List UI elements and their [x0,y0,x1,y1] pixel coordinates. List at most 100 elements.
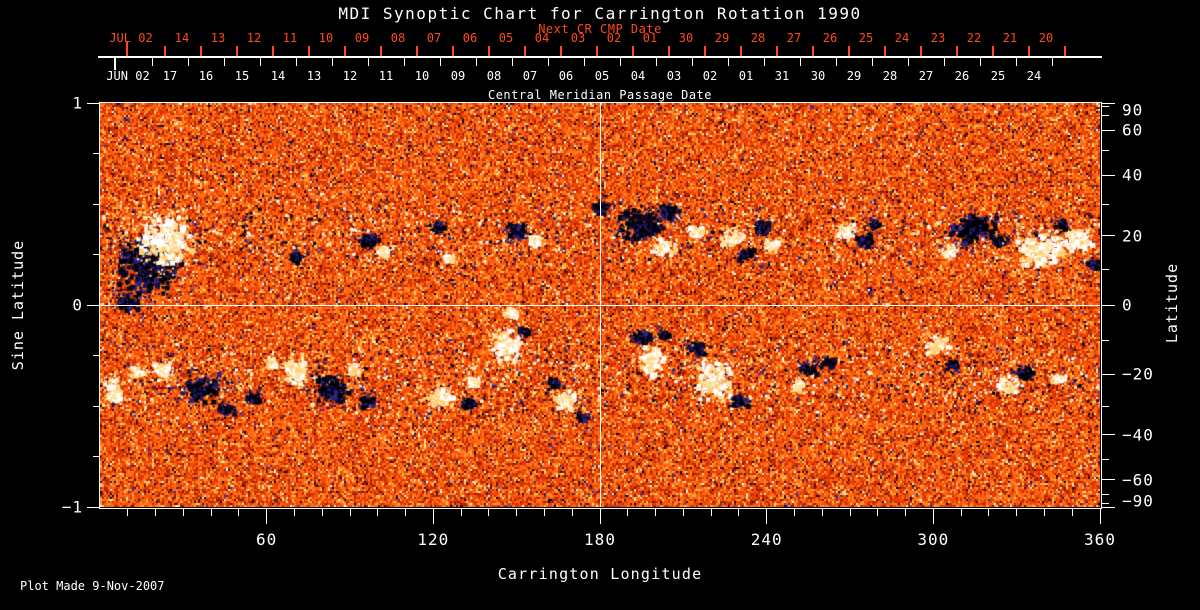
cmp-date-tick [692,58,693,66]
red-date-label: 02 [606,31,622,45]
right-tick-label: 90 [1122,100,1144,120]
cmp-date-label: 13 [306,69,322,83]
cmp-date-tick [548,58,549,66]
bottom-minor-tick [543,508,545,516]
red-date-tick [1064,46,1066,56]
cmp-date-label: 24 [1026,69,1042,83]
red-date-tick [488,46,490,56]
red-date-tick [272,46,274,56]
red-date-label: 25 [858,31,874,45]
cmp-date-label: 06 [558,69,574,83]
right-minor-tick [1102,339,1109,341]
bottom-minor-tick [460,508,462,516]
cmp-date-label: 30 [810,69,826,83]
right-tick-label: 0 [1122,295,1133,315]
bottom-minor-tick [655,508,657,516]
cmp-date-tick [728,58,729,66]
red-month-label: JUL 02 [109,31,153,45]
left-tick-label: 1 [72,93,83,113]
red-date-tick [200,46,202,56]
bottom-minor-tick [821,508,823,516]
right-major-tick [1102,102,1115,104]
cmp-date-label: 28 [882,69,898,83]
red-date-tick [524,46,526,56]
bottom-major-tick [1099,508,1101,524]
right-minor-tick [1102,269,1109,271]
bottom-minor-tick [1043,508,1045,516]
cmp-date-tick [800,58,801,66]
next-cr-cmp-date-label: Next CR CMP Date [538,22,662,36]
red-date-label: 26 [822,31,838,45]
red-date-tick [560,46,562,56]
cmp-date-tick [584,58,585,66]
right-minor-tick [1102,494,1109,496]
right-minor-tick [1102,105,1109,107]
red-date-label: 20 [1038,31,1054,45]
cmp-month-tick [114,58,116,70]
red-date-label: 04 [534,31,550,45]
bottom-minor-tick [710,508,712,516]
bottom-tick-label: 60 [256,530,278,549]
cmp-date-tick [656,58,657,66]
bottom-minor-tick [960,508,962,516]
bottom-minor-tick [349,508,351,516]
right-major-tick [1102,304,1115,306]
crosshair-horizontal-equator [100,305,1100,306]
cmp-date-label: 11 [378,69,394,83]
red-date-label: 10 [318,31,334,45]
bottom-major-tick [766,508,768,524]
left-minor-tick [93,254,100,255]
red-date-tick [416,46,418,56]
bottom-major-tick [266,508,268,524]
chart-title: MDI Synoptic Chart for Carrington Rotati… [338,4,862,23]
plot-frame [99,102,1102,509]
red-date-label: 27 [786,31,802,45]
cmp-date-label: 31 [774,69,790,83]
bottom-minor-tick [793,508,795,516]
red-date-tick [668,46,670,56]
bottom-minor-tick [321,508,323,516]
bottom-minor-tick [405,508,407,516]
red-date-label: 23 [930,31,946,45]
bottom-minor-tick [377,508,379,516]
right-major-tick [1102,506,1115,508]
bottom-minor-tick [1071,508,1073,516]
bottom-minor-tick [127,508,129,516]
cmp-date-label: 10 [414,69,430,83]
red-date-tick [344,46,346,56]
right-tick-label: −40 [1122,425,1154,445]
cmp-date-tick [332,58,333,66]
right-tick-label: −60 [1122,470,1154,490]
bottom-minor-tick [182,508,184,516]
cmp-date-tick [620,58,621,66]
cmp-date-label: 25 [990,69,1006,83]
cmp-date-tick [224,58,225,66]
cmp-date-tick [980,58,981,66]
red-date-label: 29 [714,31,730,45]
cmp-date-tick [296,58,297,66]
red-date-tick [920,46,922,56]
bottom-minor-tick [877,508,879,516]
left-minor-tick [93,153,100,154]
right-tick-label: 20 [1122,226,1144,246]
red-date-label: 30 [678,31,694,45]
red-date-label: 13 [210,31,226,45]
red-date-tick [776,46,778,56]
cmp-date-tick [260,58,261,66]
left-major-tick [87,102,100,104]
red-date-tick [380,46,382,56]
cmp-date-label: 17 [162,69,178,83]
cmp-date-tick [836,58,837,66]
red-date-label: 06 [462,31,478,45]
red-date-label: 07 [426,31,442,45]
red-date-label: 21 [1002,31,1018,45]
cmp-date-label: 08 [486,69,502,83]
right-major-tick [1102,129,1115,131]
left-minor-tick [93,456,100,457]
cmp-date-label: 03 [666,69,682,83]
right-tick-label: 60 [1122,120,1144,140]
left-minor-tick [93,355,100,356]
right-minor-tick [1102,149,1109,151]
red-date-tick [812,46,814,56]
red-date-tick [740,46,742,56]
